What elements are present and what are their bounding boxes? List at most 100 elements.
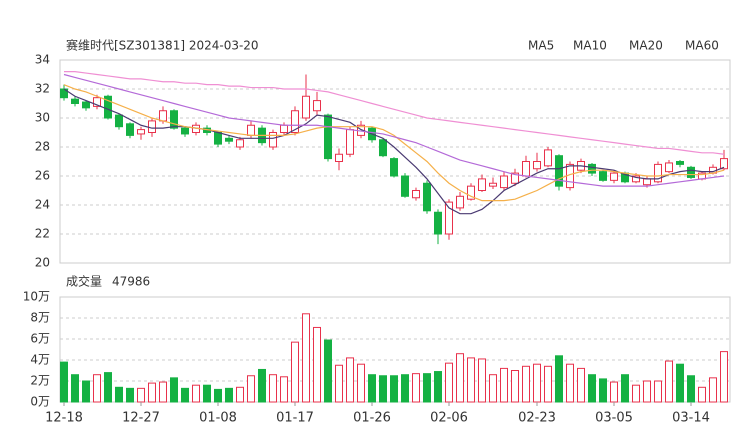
candle-body <box>93 97 101 107</box>
volume-bar <box>357 363 365 403</box>
volume-bar <box>302 313 310 403</box>
candle-body <box>643 178 651 186</box>
x-tick-label: 02-23 <box>518 411 556 426</box>
y-tick-label: 2万 <box>30 374 50 388</box>
candle-body <box>225 137 233 142</box>
candle-body <box>104 95 112 119</box>
candle-body <box>434 211 442 235</box>
candle-body <box>379 139 387 157</box>
volume-bar <box>544 365 552 403</box>
y-tick-label: 10万 <box>23 290 50 304</box>
volume-bar <box>555 355 563 403</box>
legend-entry: MA60 <box>685 39 719 53</box>
volume-bar <box>467 357 475 403</box>
candle-body <box>324 114 332 160</box>
volume-bar <box>643 380 651 403</box>
volume-bar <box>368 374 376 403</box>
candle-body <box>412 190 420 199</box>
y-tick-label: 28 <box>35 140 50 154</box>
volume-bar <box>445 362 453 403</box>
candle-body <box>456 195 464 209</box>
volume-bar <box>148 382 156 403</box>
x-tick-label: 12-18 <box>45 411 83 426</box>
volume-bar <box>269 374 277 403</box>
volume-bar <box>412 373 420 403</box>
candle-body <box>401 175 409 197</box>
volume-bar <box>346 357 354 403</box>
volume-bar <box>676 363 684 403</box>
candle-body <box>489 182 497 187</box>
y-tick-label: 8万 <box>30 311 50 325</box>
candle-body <box>269 132 277 148</box>
volume-bar <box>720 351 728 403</box>
y-tick-label: 0万 <box>30 395 50 409</box>
volume-bar <box>71 374 79 403</box>
legend-entry: MA20 <box>629 39 663 53</box>
x-tick-label: 01-17 <box>276 411 314 426</box>
x-tick-label: 01-26 <box>353 411 391 426</box>
ma-line <box>64 71 725 155</box>
candle-body <box>445 201 453 235</box>
volume-bar <box>621 374 629 403</box>
volume-bar <box>335 364 343 403</box>
volume-bar <box>236 386 244 403</box>
volume-bar <box>566 363 574 403</box>
volume-bar <box>610 381 618 403</box>
candle-body <box>654 163 662 183</box>
volume-bar <box>159 381 167 403</box>
candle-body <box>390 158 398 177</box>
volume-bar <box>379 375 387 403</box>
volume-bar <box>104 372 112 403</box>
volume-bar <box>170 377 178 403</box>
volume-bar <box>258 368 266 403</box>
legend-entry: MA10 <box>573 39 607 53</box>
candle-body <box>511 172 519 184</box>
volume-bar <box>500 367 508 403</box>
volume-bar <box>247 375 255 403</box>
chart-title: 赛维时代[SZ301381] 2024-03-20 <box>66 38 259 53</box>
candle-body <box>280 124 288 133</box>
candle-body <box>214 132 222 145</box>
y-tick-label: 4万 <box>30 353 50 367</box>
volume-bar <box>687 375 695 403</box>
candle-body <box>181 127 189 135</box>
volume-bar <box>60 361 68 403</box>
volume-bar <box>192 384 200 403</box>
volume-bar <box>401 374 409 403</box>
volume-bar <box>280 376 288 403</box>
volume-bar <box>126 387 134 403</box>
volume-bar <box>522 365 530 403</box>
candle-body <box>555 155 563 187</box>
candle-body <box>247 124 255 136</box>
candle-body <box>467 185 475 200</box>
volume-bar <box>698 386 706 403</box>
candle-body <box>665 162 673 173</box>
y-tick-label: 32 <box>35 82 50 96</box>
volume-bar <box>423 373 431 403</box>
volume-bar <box>115 386 123 403</box>
volume-bar <box>313 326 321 403</box>
candle-body <box>313 100 321 112</box>
candle-body <box>423 182 431 212</box>
volume-bar <box>214 388 222 403</box>
candle-body <box>478 178 486 191</box>
volume-bar <box>434 371 442 403</box>
candle-body <box>335 153 343 162</box>
candle-body <box>544 149 552 167</box>
candle-body <box>137 129 145 135</box>
y-tick-label: 30 <box>35 111 50 125</box>
x-tick-label: 03-14 <box>672 411 710 426</box>
ma-line <box>63 73 725 187</box>
volume-bar <box>632 384 640 403</box>
y-tick-label: 20 <box>35 256 50 270</box>
x-tick-label: 01-08 <box>199 411 237 426</box>
candle-body <box>82 101 90 109</box>
volume-bar <box>456 353 464 403</box>
y-tick-label: 22 <box>35 227 50 241</box>
volume-bar <box>225 387 233 403</box>
y-tick-label: 26 <box>35 169 50 183</box>
volume-bar <box>654 380 662 403</box>
volume-bar <box>137 387 145 403</box>
volume-bar <box>511 370 519 403</box>
